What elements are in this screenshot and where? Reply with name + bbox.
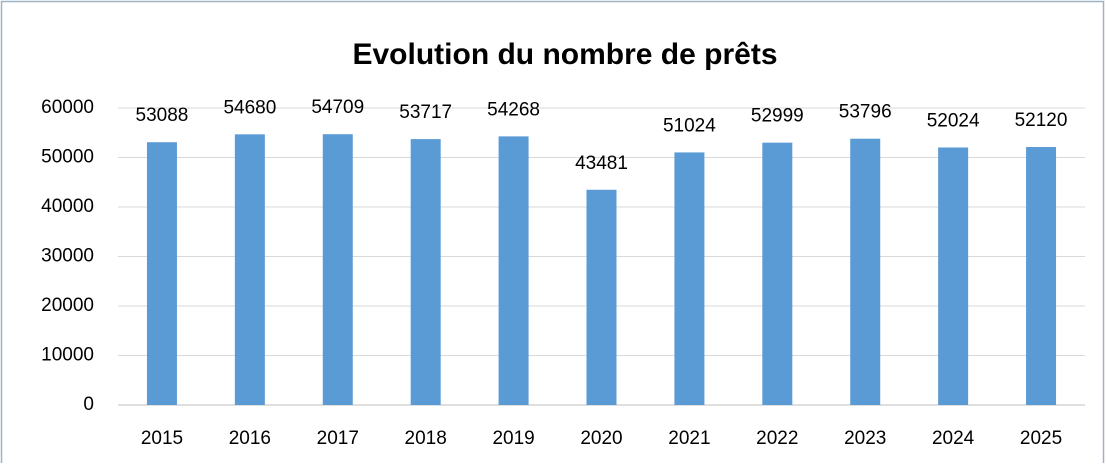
x-tick-label: 2019: [492, 428, 534, 449]
x-tick-label: 2025: [1020, 428, 1062, 449]
x-tick-label: 2016: [229, 428, 271, 449]
y-tick-label: 40000: [41, 196, 94, 217]
bar: [234, 134, 265, 406]
chart-title: Evolution du nombre de prêts: [352, 38, 777, 71]
x-tick-label: 2021: [668, 428, 710, 449]
data-label: 53088: [136, 105, 189, 126]
bar: [938, 147, 969, 405]
bar: [322, 134, 353, 406]
data-label: 43481: [575, 153, 628, 174]
bar: [146, 142, 177, 405]
y-tick-label: 50000: [41, 147, 94, 168]
y-tick-label: 30000: [41, 246, 94, 267]
data-label: 52120: [1015, 110, 1068, 131]
bar: [850, 138, 881, 406]
data-label: 52999: [751, 106, 804, 127]
x-tick-label: 2015: [141, 428, 183, 449]
x-tick-label: 2018: [405, 428, 447, 449]
x-tick-label: 2023: [844, 428, 886, 449]
data-label: 54268: [487, 99, 540, 120]
y-tick-label: 60000: [41, 97, 94, 118]
x-tick-label: 2022: [756, 428, 798, 449]
data-label: 52024: [927, 110, 980, 131]
bar: [498, 136, 529, 405]
x-tick-label: 2020: [580, 428, 622, 449]
bar: [674, 152, 705, 405]
data-label: 51024: [663, 115, 716, 136]
bar: [586, 189, 617, 405]
data-label: 54709: [311, 97, 364, 118]
y-tick-label: 0: [83, 394, 94, 415]
bar: [1026, 147, 1057, 406]
x-tick-label: 2024: [932, 428, 975, 449]
data-label: 53717: [399, 102, 452, 123]
y-tick-label: 10000: [41, 345, 94, 366]
bar: [762, 142, 793, 405]
y-tick-label: 20000: [41, 295, 94, 316]
data-label: 54680: [223, 97, 276, 118]
data-label: 53796: [839, 102, 892, 123]
bar: [410, 139, 441, 406]
x-tick-label: 2017: [317, 428, 359, 449]
